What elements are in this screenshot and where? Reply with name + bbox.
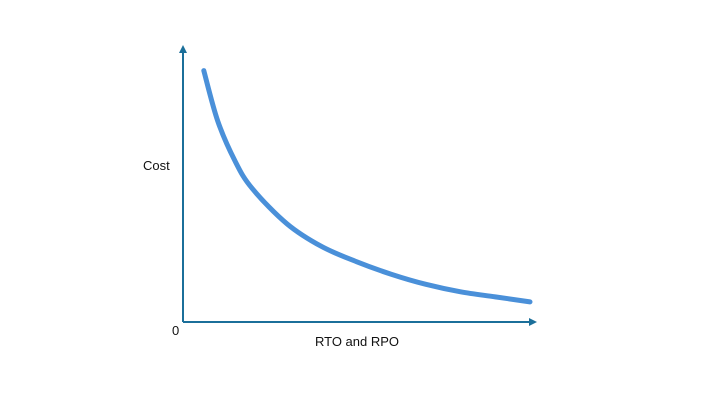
cost-curve-line [201,68,533,305]
origin-label: 0 [172,323,179,338]
x-axis-label: RTO and RPO [315,334,399,349]
y-axis-label: Cost [143,158,170,173]
